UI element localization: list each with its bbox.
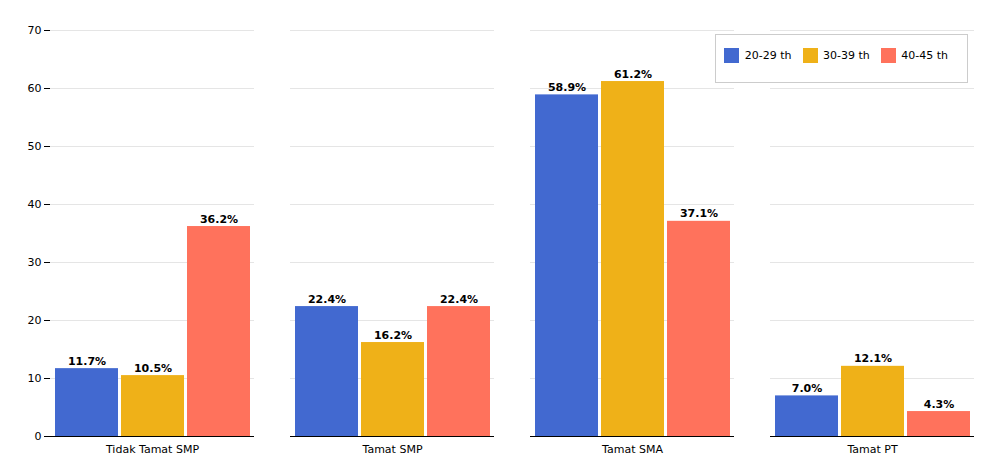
svg-text:10: 10: [28, 372, 42, 385]
svg-text:50: 50: [28, 140, 42, 153]
svg-text:36.2%: 36.2%: [200, 213, 238, 226]
svg-text:60: 60: [28, 82, 42, 95]
svg-text:10.5%: 10.5%: [134, 362, 172, 375]
html-text:30-39 th: 30-39 th: [823, 49, 870, 62]
svg-text:61.2%: 61.2%: [614, 68, 652, 81]
html-text:40-45 th: 40-45 th: [901, 49, 948, 62]
svg-text:Tidak Tamat SMP: Tidak Tamat SMP: [105, 443, 199, 456]
svg-text:4.3%: 4.3%: [924, 398, 955, 411]
svg-text:16.2%: 16.2%: [374, 329, 412, 342]
svg-text:58.9%: 58.9%: [548, 81, 586, 94]
svg-text:30: 30: [28, 256, 42, 269]
svg-text:70: 70: [28, 24, 42, 37]
svg-text:22.4%: 22.4%: [308, 293, 346, 306]
html-text:20-29 th: 20-29 th: [744, 49, 792, 62]
svg-text:22.4%: 22.4%: [440, 293, 478, 306]
svg-text:0: 0: [35, 430, 42, 443]
svg-text:Tamat SMA: Tamat SMA: [601, 443, 663, 456]
svg-text:12.1%: 12.1%: [854, 352, 892, 365]
svg-text:7.0%: 7.0%: [792, 382, 823, 395]
svg-text:40: 40: [28, 198, 42, 211]
svg-text:11.7%: 11.7%: [68, 355, 106, 368]
svg-text:Tamat SMP: Tamat SMP: [361, 443, 422, 456]
svg-text:20: 20: [28, 314, 42, 327]
svg-text:Tamat PT: Tamat PT: [846, 443, 898, 456]
svg-text:37.1%: 37.1%: [680, 207, 718, 220]
